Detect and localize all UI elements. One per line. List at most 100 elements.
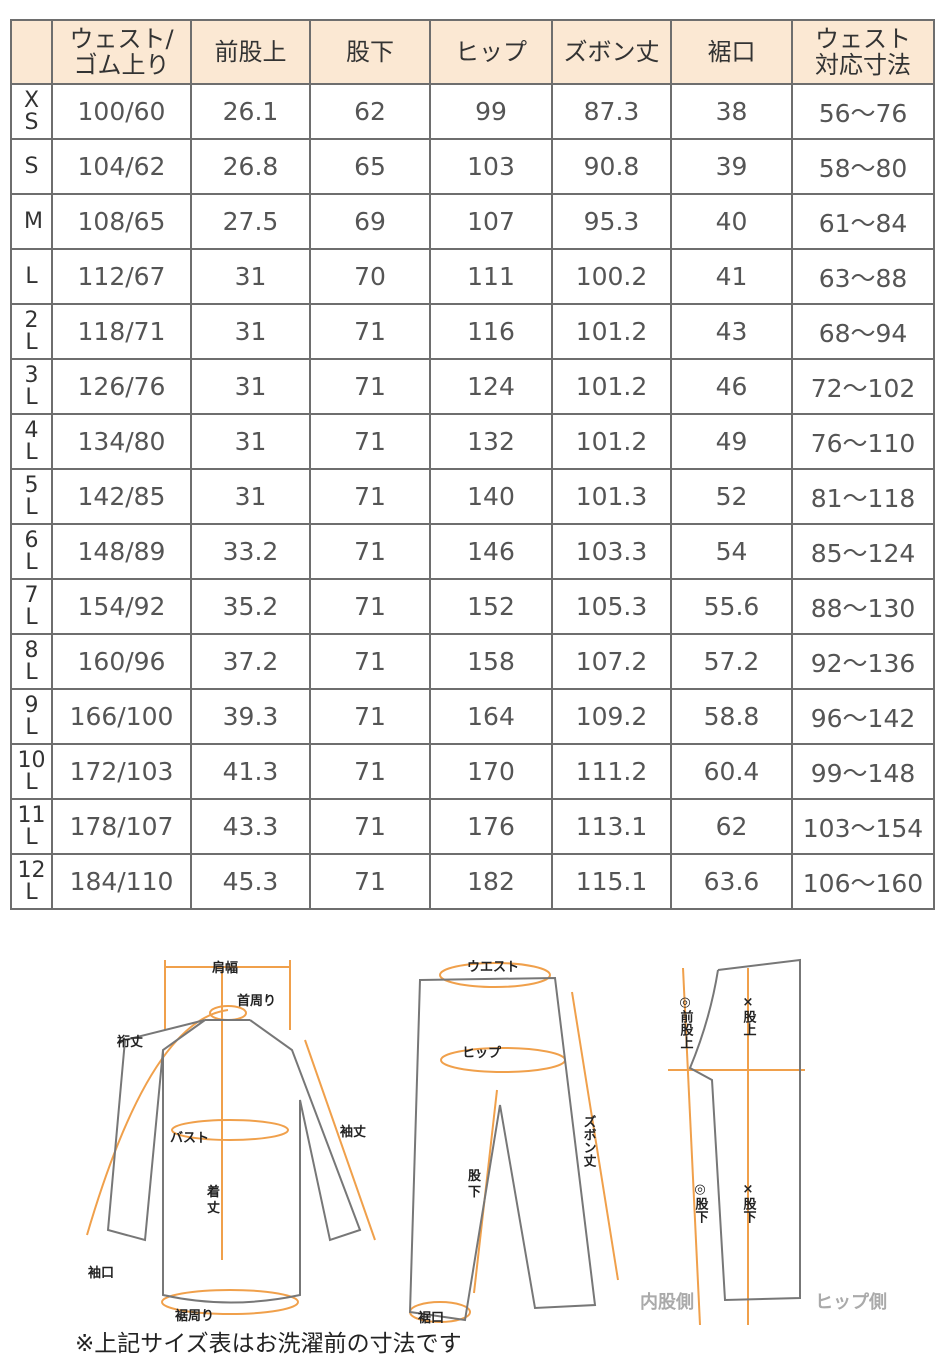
table-cell: 158 xyxy=(429,633,553,690)
size-label: 11L xyxy=(17,802,46,850)
table-cell: 46 xyxy=(670,358,793,415)
column-header: ヒップ xyxy=(429,19,553,85)
table-cell: 39.3 xyxy=(190,688,311,745)
size-cell: 10L xyxy=(10,743,53,800)
table-cell: 61～84 xyxy=(791,193,935,250)
table-cell: 71 xyxy=(309,303,431,360)
table-row: S 104/62 26.8 65 103 90.8 39 58～80 xyxy=(10,138,935,195)
table-cell: 71 xyxy=(309,578,431,635)
label-hip-side: ヒップ側 xyxy=(815,1291,887,1313)
label-hem: 裾周り xyxy=(175,1308,214,1324)
size-cell: 9L xyxy=(10,688,53,745)
column-header: 股下 xyxy=(309,19,431,85)
table-cell: 31 xyxy=(190,303,311,360)
size-label: 3L xyxy=(24,362,39,410)
table-cell: 40 xyxy=(670,193,793,250)
table-cell: 71 xyxy=(309,468,431,525)
size-label: 9L xyxy=(24,692,39,740)
size-cell: L xyxy=(10,248,53,305)
table-cell: 69 xyxy=(309,193,431,250)
table-cell: 178/107 xyxy=(51,798,192,855)
size-cell: 7L xyxy=(10,578,53,635)
table-row: 6L 148/89 33.2 71 146 103.3 54 85～124 xyxy=(10,523,935,580)
table-cell: 54 xyxy=(670,523,793,580)
table-cell: 101.2 xyxy=(551,303,672,360)
size-label: 10L xyxy=(17,747,46,795)
table-cell: 58.8 xyxy=(670,688,793,745)
label-inseam-ok: ◎股下 xyxy=(693,1182,709,1224)
table-row: 3L 126/76 31 71 124 101.2 46 72～102 xyxy=(10,358,935,415)
size-cell: M xyxy=(10,193,53,250)
column-header: ウェスト/ ゴム上り xyxy=(51,19,192,85)
label-hip: ヒップ xyxy=(462,1046,502,1061)
table-cell: 41 xyxy=(670,248,793,305)
table-row: 7L 154/92 35.2 71 152 105.3 55.6 88～130 xyxy=(10,578,935,635)
table-cell: 56～76 xyxy=(791,83,935,140)
table-cell: 33.2 xyxy=(190,523,311,580)
table-cell: 124 xyxy=(429,358,553,415)
table-cell: 43 xyxy=(670,303,793,360)
size-cell: 11L xyxy=(10,798,53,855)
diagram-labels: 肩幅 首周り 裄丈 バスト 袖丈 着 丈 袖口 裾周り ウエスト ヒップ 股 下… xyxy=(88,960,887,1326)
table-cell: 142/85 xyxy=(51,468,192,525)
table-cell: 81～118 xyxy=(791,468,935,525)
table-cell: 104/62 xyxy=(51,138,192,195)
table-row: M 108/65 27.5 69 107 95.3 40 61～84 xyxy=(10,193,935,250)
table-cell: 107 xyxy=(429,193,553,250)
table-row: 4L 134/80 31 71 132 101.2 49 76～110 xyxy=(10,413,935,470)
column-header: ズボン丈 xyxy=(551,19,672,85)
table-cell: 71 xyxy=(309,633,431,690)
table-cell: 113.1 xyxy=(551,798,672,855)
table-cell: 37.2 xyxy=(190,633,311,690)
table-cell: 31 xyxy=(190,248,311,305)
table-cell: 176 xyxy=(429,798,553,855)
column-header: ウェスト 対応寸法 xyxy=(791,19,935,85)
table-cell: 115.1 xyxy=(551,853,672,910)
table-cell: 106～160 xyxy=(791,853,935,910)
size-label: M xyxy=(24,208,43,234)
table-cell: 182 xyxy=(429,853,553,910)
table-cell: 87.3 xyxy=(551,83,672,140)
table-cell: 31 xyxy=(190,468,311,525)
table-cell: 71 xyxy=(309,798,431,855)
table-cell: 148/89 xyxy=(51,523,192,580)
label-rise-ok: ◎前股上 xyxy=(678,995,694,1049)
table-cell: 26.1 xyxy=(190,83,311,140)
table-cell: 35.2 xyxy=(190,578,311,635)
table-cell: 101.2 xyxy=(551,413,672,470)
table-cell: 118/71 xyxy=(51,303,192,360)
table-cell: 68～94 xyxy=(791,303,935,360)
size-cell: S xyxy=(10,138,53,195)
table-cell: 38 xyxy=(670,83,793,140)
table-cell: 39 xyxy=(670,138,793,195)
size-label: 8L xyxy=(24,637,39,685)
table-cell: 101.3 xyxy=(551,468,672,525)
table-cell: 112/67 xyxy=(51,248,192,305)
table-cell: 41.3 xyxy=(190,743,311,800)
size-label: 4L xyxy=(24,417,39,465)
label-shoulder: 肩幅 xyxy=(212,960,238,976)
table-cell: 134/80 xyxy=(51,413,192,470)
table-cell: 96～142 xyxy=(791,688,935,745)
table-row: 12L 184/110 45.3 71 182 115.1 63.6 106～160 xyxy=(10,853,935,910)
size-label: 12L xyxy=(17,857,46,905)
table-cell: 76～110 xyxy=(791,413,935,470)
table-cell: 100/60 xyxy=(51,83,192,140)
label-pants-length: ズボン丈 xyxy=(581,1114,597,1168)
table-cell: 103.3 xyxy=(551,523,672,580)
table-cell: 105.3 xyxy=(551,578,672,635)
size-cell: 6L xyxy=(10,523,53,580)
garment-outlines xyxy=(106,958,801,1322)
column-header: 前股上 xyxy=(190,19,311,85)
table-cell: 152 xyxy=(429,578,553,635)
label-inseam-ng: ×股下 xyxy=(741,1182,757,1224)
label-length-2: 丈 xyxy=(207,1201,220,1216)
label-cuff: 袖口 xyxy=(88,1265,114,1281)
table-cell: 63.6 xyxy=(670,853,793,910)
table-cell: 71 xyxy=(309,853,431,910)
table-cell: 45.3 xyxy=(190,853,311,910)
table-cell: 88～130 xyxy=(791,578,935,635)
column-header: 裾口 xyxy=(670,19,793,85)
table-cell: 100.2 xyxy=(551,248,672,305)
size-cell: XS xyxy=(10,83,53,140)
